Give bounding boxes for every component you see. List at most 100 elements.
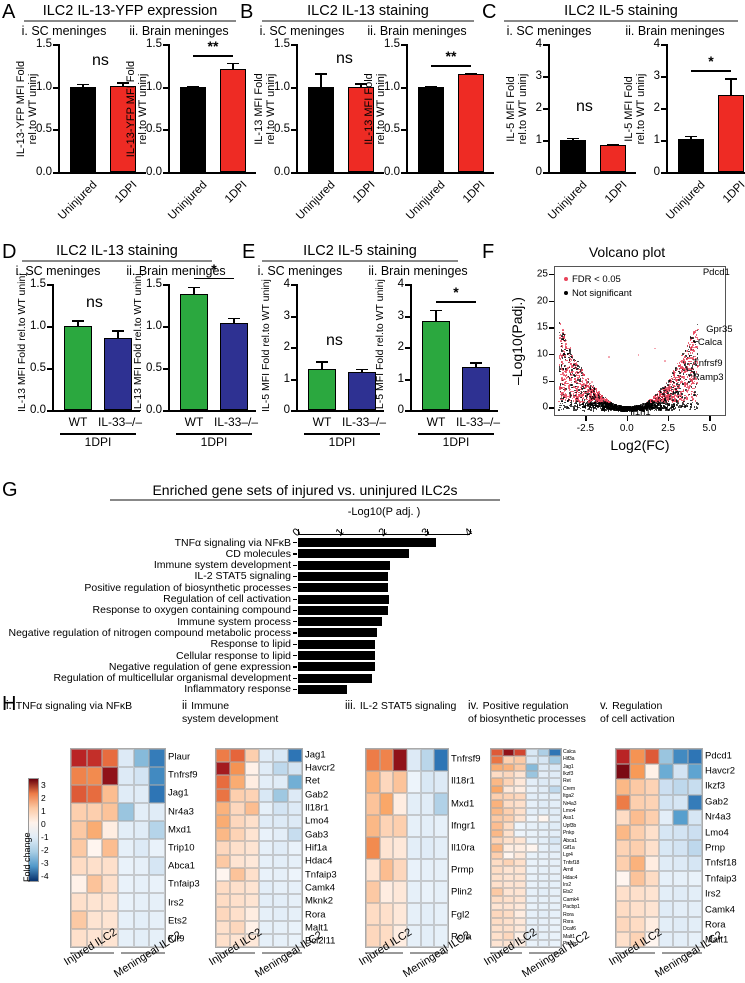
y-tick: [661, 172, 666, 174]
y-tick: [291, 315, 296, 318]
volcano-point: [570, 390, 572, 392]
heatmap-cell: [216, 920, 231, 934]
volcano-point: [637, 405, 639, 407]
volcano-point: [562, 337, 565, 339]
volcano-point: [575, 402, 577, 404]
y-tick: [401, 44, 406, 46]
enrichment-category-label: Immune system development: [153, 559, 291, 572]
volcano-point: [593, 402, 595, 404]
enrichment-category-label: Response to lipid: [210, 638, 291, 651]
volcano-point: [664, 401, 666, 404]
sub-label-ii: Brain meninges: [637, 24, 725, 38]
volcano-point: [598, 401, 600, 404]
panel-c-letter: C: [482, 1, 497, 23]
volcano-point: [561, 363, 564, 365]
volcano-point: [674, 388, 676, 390]
volcano-point: [695, 371, 698, 373]
volcano-point: [688, 362, 691, 365]
y-tick-label: 0: [535, 166, 542, 178]
volcano-point: [645, 403, 647, 405]
volcano-point: [591, 403, 593, 405]
heatmap-cell: [273, 933, 288, 947]
heatmap-cell: [379, 903, 394, 925]
heatmap-cell: [244, 788, 259, 802]
volcano-point: [558, 364, 561, 366]
volcano-point: [559, 383, 562, 385]
gene-label: Prmp: [451, 864, 474, 876]
volcano-point: [589, 387, 591, 389]
volcano-point: [597, 405, 599, 407]
heatmap-cell: [630, 779, 645, 795]
panel-f-letter: F: [482, 241, 495, 263]
heatmap-cell: [502, 807, 515, 815]
volcano-point: [563, 378, 566, 381]
y-tick-label: 4: [535, 38, 542, 50]
volcano-point: [560, 365, 563, 367]
heatmap-cell: [244, 933, 259, 947]
volcano-point: [679, 404, 681, 407]
chart-b-2: 0.0 0.5 1.0 1.5 Uninjured 1DPI ** IL-13 MFI Fol…: [363, 38, 494, 222]
volcano-point: [576, 387, 578, 390]
enrichment-bar: [298, 617, 382, 627]
heatmap-cell: [673, 901, 688, 917]
volcano-point: [657, 407, 659, 410]
y-tick-label: 2: [653, 102, 660, 114]
volcano-point: [685, 373, 687, 376]
heatmap-cell: [537, 749, 550, 757]
volcano-point: [587, 385, 590, 387]
volcano-point: [558, 400, 560, 403]
volcano-point: [685, 367, 688, 370]
error-cap: [470, 362, 482, 365]
volcano-point: [575, 400, 577, 403]
volcano-point: [643, 410, 645, 412]
y-tick-label: 0.5: [146, 123, 162, 136]
volcano-point: [589, 400, 591, 402]
volcano-point: [577, 379, 580, 382]
volcano-point: [665, 389, 667, 391]
volcano-point: [661, 401, 663, 404]
panel-f: F Volcano plot 0 5 10 15 20 25 -2.5 0.0 2.5 5.0 Lo…: [482, 240, 744, 472]
volcano-point: [656, 393, 659, 395]
heatmap-cell: [420, 771, 435, 793]
error-cap: [77, 83, 89, 86]
volcano-point: [592, 403, 595, 406]
enrichment-category-label: CD molecules: [225, 547, 291, 560]
volcano-point: [674, 391, 676, 394]
volcano-point: [663, 397, 665, 399]
volcano-point: [560, 342, 563, 345]
heatmap-cell: [244, 854, 259, 868]
volcano-point: [560, 348, 563, 351]
heatmap-cell: [133, 839, 150, 857]
heatmap-cell: [366, 881, 380, 903]
volcano-point: [587, 391, 589, 393]
volcano-point: [576, 397, 578, 399]
volcano-point: [615, 407, 617, 409]
volcano-point: [563, 377, 566, 380]
volcano-point: [573, 402, 576, 405]
volcano-point: [561, 379, 564, 382]
volcano-point: [561, 373, 564, 376]
heatmap-cell: [230, 828, 245, 842]
volcano-point: [648, 401, 650, 403]
volcano-point: [696, 366, 699, 369]
y-tick: [661, 140, 666, 142]
volcano-point: [580, 380, 583, 383]
y-axis-title: IL-13 MFI Fold rel.to WT uninj: [132, 273, 144, 412]
volcano-point: [559, 323, 562, 325]
gene-label: Havcr2: [705, 765, 736, 777]
heatmap-cell: [502, 800, 515, 808]
volcano-point: [679, 380, 682, 383]
volcano-point: [589, 398, 591, 400]
volcano-point: [648, 400, 650, 402]
volcano-point: [568, 396, 571, 398]
volcano-point: [653, 409, 656, 412]
volcano-point: [678, 365, 680, 367]
volcano-point: [690, 354, 692, 356]
volcano-point: [683, 363, 686, 366]
volcano-point: [681, 368, 684, 370]
volcano-point: [603, 404, 605, 406]
volcano-point: [560, 354, 563, 357]
heatmap-cell: [244, 775, 259, 789]
gene-label: Ikzf3: [563, 770, 574, 777]
heatmap-cell: [287, 854, 302, 868]
